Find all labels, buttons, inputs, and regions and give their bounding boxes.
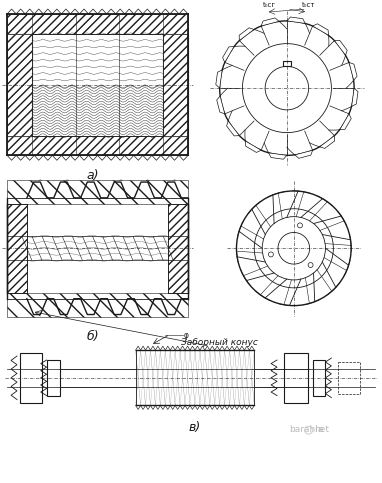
Polygon shape xyxy=(351,88,358,106)
Polygon shape xyxy=(334,41,347,55)
Bar xyxy=(163,34,188,136)
Text: barahla: barahla xyxy=(289,425,323,434)
Polygon shape xyxy=(217,96,225,114)
Text: в): в) xyxy=(189,421,201,434)
Text: Заборный конус: Заборный конус xyxy=(181,338,258,347)
Bar xyxy=(20,353,42,402)
Polygon shape xyxy=(239,28,254,41)
Bar xyxy=(7,14,188,34)
Bar xyxy=(7,34,32,136)
Bar xyxy=(283,61,291,66)
Text: t₀ст: t₀ст xyxy=(302,2,316,8)
Polygon shape xyxy=(287,17,305,23)
Bar xyxy=(7,180,188,204)
Polygon shape xyxy=(216,70,222,88)
Bar xyxy=(163,34,188,136)
Bar xyxy=(284,353,308,402)
Bar xyxy=(312,360,325,396)
Bar xyxy=(7,136,188,156)
Polygon shape xyxy=(349,62,357,80)
Polygon shape xyxy=(227,121,240,136)
Text: б): б) xyxy=(86,330,99,343)
Text: а): а) xyxy=(86,169,99,182)
Polygon shape xyxy=(223,46,234,62)
Bar xyxy=(7,34,32,136)
Polygon shape xyxy=(312,24,329,35)
Bar xyxy=(338,362,360,394)
Text: t₀сг: t₀сг xyxy=(262,2,276,8)
Polygon shape xyxy=(295,150,312,158)
Bar xyxy=(168,204,188,293)
Text: net: net xyxy=(315,425,330,434)
Polygon shape xyxy=(320,136,335,148)
Polygon shape xyxy=(269,153,287,159)
Bar xyxy=(47,360,60,396)
Polygon shape xyxy=(245,141,261,153)
Bar xyxy=(7,204,27,293)
Polygon shape xyxy=(261,18,279,26)
Bar xyxy=(7,293,188,316)
Polygon shape xyxy=(340,114,351,130)
Text: φ: φ xyxy=(184,331,189,340)
